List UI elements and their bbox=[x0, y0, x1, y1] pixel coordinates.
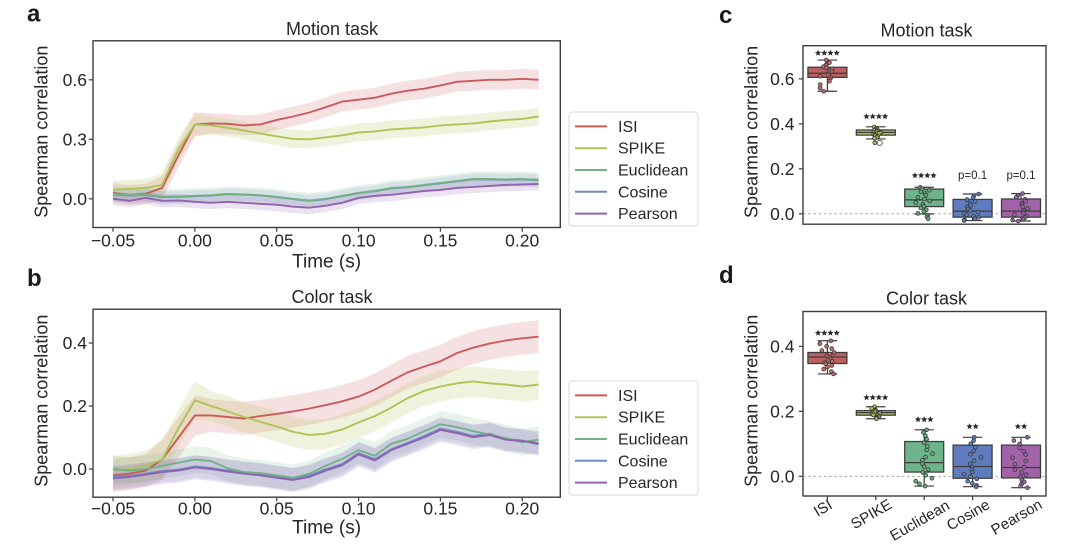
svg-text:Motion task: Motion task bbox=[880, 21, 973, 41]
svg-text:0.4: 0.4 bbox=[770, 336, 795, 356]
svg-text:0.05: 0.05 bbox=[260, 231, 294, 251]
svg-text:0.10: 0.10 bbox=[342, 499, 376, 519]
svg-text:0.4: 0.4 bbox=[770, 114, 795, 134]
svg-text:0.00: 0.00 bbox=[178, 231, 212, 251]
svg-text:SPIKE: SPIKE bbox=[618, 410, 665, 427]
svg-text:c: c bbox=[719, 2, 732, 29]
svg-text:Motion task: Motion task bbox=[286, 19, 379, 39]
svg-text:0.2: 0.2 bbox=[770, 401, 794, 421]
svg-text:0.2: 0.2 bbox=[63, 396, 87, 416]
svg-text:0.2: 0.2 bbox=[770, 159, 794, 179]
svg-text:ISI: ISI bbox=[811, 497, 835, 521]
svg-text:0.10: 0.10 bbox=[342, 231, 376, 251]
svg-text:0.3: 0.3 bbox=[63, 129, 87, 149]
svg-text:Spearman correlation: Spearman correlation bbox=[742, 46, 762, 218]
svg-text:p=0.1: p=0.1 bbox=[958, 170, 987, 182]
svg-text:0.6: 0.6 bbox=[63, 70, 87, 90]
svg-text:0.20: 0.20 bbox=[505, 499, 539, 519]
svg-text:0.00: 0.00 bbox=[178, 499, 212, 519]
svg-text:0.0: 0.0 bbox=[770, 204, 795, 224]
svg-text:Time (s): Time (s) bbox=[292, 252, 361, 273]
svg-text:−0.05: −0.05 bbox=[91, 499, 135, 519]
svg-text:b: b bbox=[27, 265, 42, 292]
svg-text:0.0: 0.0 bbox=[770, 466, 795, 486]
svg-text:0.15: 0.15 bbox=[423, 499, 457, 519]
svg-text:Color task: Color task bbox=[291, 287, 373, 307]
svg-text:ISI: ISI bbox=[618, 388, 638, 405]
svg-text:Spearman correlation: Spearman correlation bbox=[742, 315, 762, 487]
svg-text:ISI: ISI bbox=[618, 119, 638, 136]
svg-text:Spearman correlation: Spearman correlation bbox=[32, 46, 52, 218]
svg-text:0.4: 0.4 bbox=[63, 333, 88, 353]
svg-text:p=0.1: p=0.1 bbox=[1006, 170, 1035, 182]
svg-text:Euclidean: Euclidean bbox=[618, 432, 688, 449]
svg-text:Spearman correlation: Spearman correlation bbox=[32, 315, 52, 487]
svg-text:0.0: 0.0 bbox=[63, 459, 88, 479]
svg-text:SPIKE: SPIKE bbox=[618, 141, 665, 158]
svg-text:Pearson: Pearson bbox=[618, 475, 678, 492]
svg-text:Cosine: Cosine bbox=[618, 184, 668, 201]
svg-text:a: a bbox=[27, 1, 41, 28]
svg-text:0.20: 0.20 bbox=[505, 231, 539, 251]
svg-text:Color task: Color task bbox=[886, 289, 968, 309]
svg-text:−0.05: −0.05 bbox=[91, 231, 135, 251]
svg-text:0.0: 0.0 bbox=[63, 189, 88, 209]
svg-text:Pearson: Pearson bbox=[618, 206, 678, 223]
svg-text:Cosine: Cosine bbox=[618, 453, 668, 470]
svg-text:Time (s): Time (s) bbox=[292, 518, 361, 539]
svg-text:Euclidean: Euclidean bbox=[618, 163, 688, 180]
svg-text:0.15: 0.15 bbox=[423, 231, 457, 251]
svg-text:0.05: 0.05 bbox=[260, 499, 294, 519]
svg-text:d: d bbox=[719, 262, 734, 289]
svg-text:0.6: 0.6 bbox=[770, 69, 794, 89]
